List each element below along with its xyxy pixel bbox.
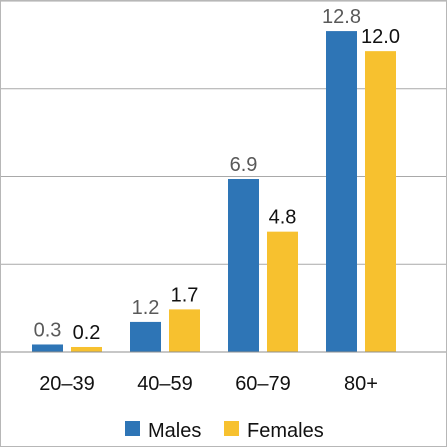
x-axis-tick-label: 80+: [344, 373, 378, 395]
data-label-males-40–59: 1.2: [132, 297, 160, 319]
data-labels: 0.3 0.2 1.2 1.7 6.9 4.8 12.812.0: [34, 6, 400, 344]
data-label-males-80+: 12.8: [322, 6, 361, 28]
bar-males-40–59: [130, 321, 161, 352]
legend: Males Females: [125, 420, 324, 442]
bar-females-20–39: [71, 346, 102, 352]
legend-swatch-males: [125, 421, 140, 436]
bar-females-80+: [365, 51, 396, 353]
bar-females-40–59: [169, 309, 200, 352]
legend-label-males: Males: [148, 420, 201, 442]
data-label-males-60–79: 6.9: [230, 154, 258, 176]
x-axis-tick-labels: 20–39 40–59 60–79 80+: [39, 373, 378, 395]
legend-swatch-females: [224, 421, 239, 436]
data-label-males-20–39: 0.3: [34, 319, 62, 341]
bar-males-20–39: [32, 344, 63, 352]
data-label-females-60–79: 4.8: [269, 207, 297, 229]
x-axis-tick-label: 40–59: [137, 373, 193, 395]
bar-series: [32, 31, 396, 353]
bar-females-60–79: [267, 231, 298, 352]
data-label-females-20–39: 0.2: [73, 322, 101, 344]
data-label-females-80+: 12.0: [361, 26, 400, 48]
bar-males-60–79: [228, 179, 259, 352]
x-axis-tick-label: 60–79: [235, 373, 291, 395]
legend-label-females: Females: [247, 420, 324, 442]
x-axis-tick-label: 20–39: [39, 373, 95, 395]
data-label-females-40–59: 1.7: [171, 284, 199, 306]
bar-males-80+: [326, 31, 357, 352]
